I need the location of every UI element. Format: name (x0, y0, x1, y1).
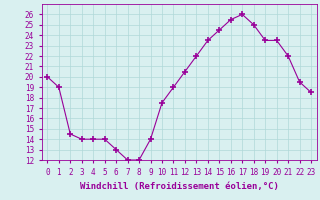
X-axis label: Windchill (Refroidissement éolien,°C): Windchill (Refroidissement éolien,°C) (80, 182, 279, 191)
